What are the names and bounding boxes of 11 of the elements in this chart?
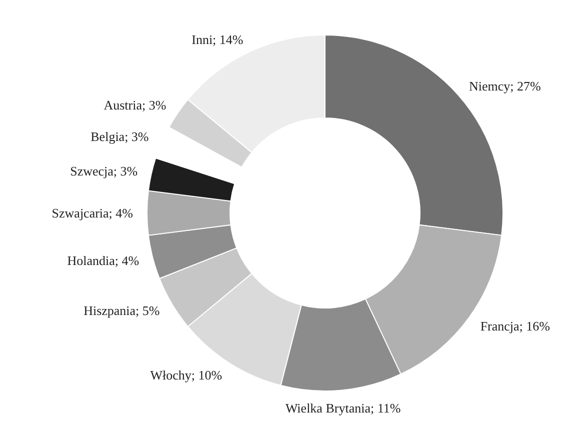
slice-label: Holandia; 4% <box>67 253 140 268</box>
slice-label: Szwecja; 3% <box>70 164 138 179</box>
slice-label: Belgia; 3% <box>90 129 149 144</box>
slice-label: Szwajcaria; 4% <box>52 206 134 220</box>
slice-label: Niemcy; 27% <box>469 78 542 94</box>
slice-label: Wielka Brytania; 11% <box>285 400 401 416</box>
slice-label: Hiszpania; 5% <box>84 303 160 318</box>
slice-label: Inni; 14% <box>192 32 244 47</box>
slice-label: Austria; 3% <box>104 98 166 113</box>
slice-label: Francja; 16% <box>480 318 550 334</box>
slice-label: Włochy; 10% <box>150 368 222 383</box>
